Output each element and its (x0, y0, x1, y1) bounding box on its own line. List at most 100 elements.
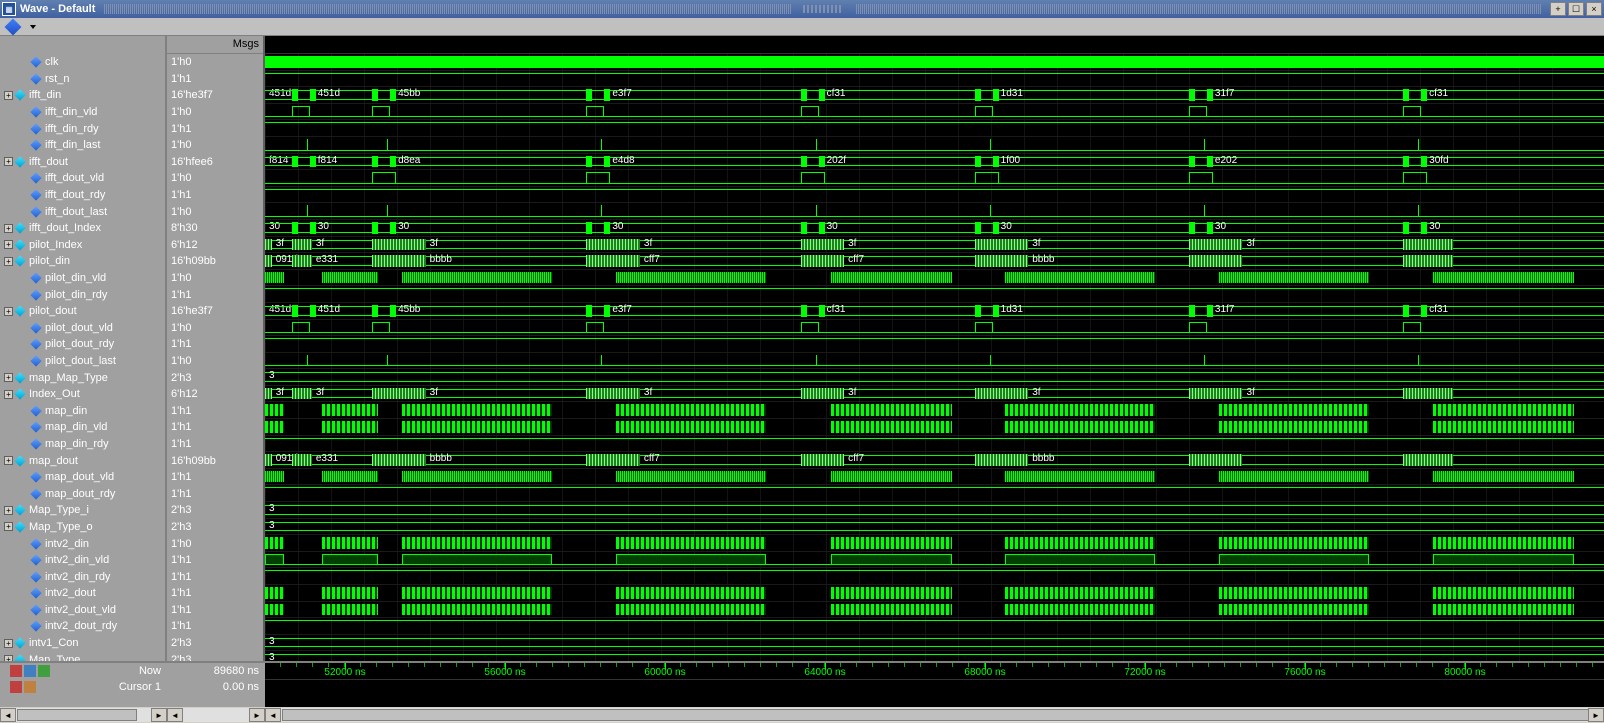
signal-scrollbar[interactable]: ◄ ► (0, 707, 167, 723)
waveform-area[interactable]: 451d451d45bbe3f7cf311d3131f7cf31 f814f814… (265, 36, 1604, 661)
cursor-icon-2[interactable] (24, 681, 36, 693)
wave-row[interactable]: 3 (265, 519, 1604, 536)
expand-icon[interactable]: + (4, 390, 13, 399)
signal-row-ifft_dout_rdy[interactable]: ifft_dout_rdy (0, 187, 165, 204)
signal-row-intv2_din[interactable]: intv2_din (0, 535, 165, 552)
wave-row[interactable] (265, 187, 1604, 204)
scroll-track[interactable] (16, 708, 151, 722)
wave-row[interactable] (265, 602, 1604, 619)
titlebar-grip[interactable] (803, 5, 843, 13)
signal-row-clk[interactable]: clk (0, 54, 165, 71)
signal-tool-icon[interactable] (4, 20, 22, 34)
signal-row-pilot_dout[interactable]: +pilot_dout (0, 303, 165, 320)
signal-row-intv2_dout_rdy[interactable]: intv2_dout_rdy (0, 618, 165, 635)
wave-row[interactable] (265, 104, 1604, 121)
expand-icon[interactable]: + (4, 506, 13, 515)
wave-row[interactable] (265, 436, 1604, 453)
expand-icon[interactable]: + (4, 522, 13, 531)
signal-row-map_dout_rdy[interactable]: map_dout_rdy (0, 485, 165, 502)
signal-row-ifft_dout_Index[interactable]: +ifft_dout_Index (0, 220, 165, 237)
cursor-track[interactable] (265, 679, 1604, 693)
expand-icon[interactable]: + (4, 91, 13, 100)
wave-row[interactable]: f814f814d8eae4d8202f1f00e20230fd (265, 154, 1604, 171)
wave-row[interactable] (265, 469, 1604, 486)
titlebar[interactable]: ▦ Wave - Default + ☐ × (0, 0, 1604, 18)
scroll-left-button[interactable]: ◄ (167, 708, 183, 722)
footer-icon-2[interactable] (24, 665, 36, 677)
expand-icon[interactable]: + (4, 373, 13, 382)
scroll-left-button[interactable]: ◄ (265, 708, 281, 722)
wave-row[interactable]: 3030303030303030 (265, 220, 1604, 237)
signal-row-pilot_Index[interactable]: +pilot_Index (0, 237, 165, 254)
help-button[interactable]: + (1550, 2, 1566, 16)
signal-row-map_din[interactable]: map_din (0, 402, 165, 419)
signal-row-intv2_din_vld[interactable]: intv2_din_vld (0, 552, 165, 569)
signal-row-Map_Type_i[interactable]: +Map_Type_i (0, 502, 165, 519)
wave-row[interactable] (265, 353, 1604, 370)
signal-row-map_din_vld[interactable]: map_din_vld (0, 419, 165, 436)
scroll-left-button[interactable]: ◄ (0, 708, 16, 722)
wave-row[interactable] (265, 71, 1604, 88)
signal-row-pilot_dout_vld[interactable]: pilot_dout_vld (0, 320, 165, 337)
signal-list[interactable]: clkrst_n+ifft_dinifft_din_vldifft_din_rd… (0, 54, 165, 661)
wave-body[interactable]: 451d451d45bbe3f7cf311d3131f7cf31 f814f814… (265, 54, 1604, 661)
footer-icon-3[interactable] (38, 665, 50, 677)
wave-row[interactable]: 3f3f3f3f3f3f3f (265, 386, 1604, 403)
maximize-button[interactable]: ☐ (1568, 2, 1584, 16)
signal-row-Index_Out[interactable]: +Index_Out (0, 386, 165, 403)
expand-icon[interactable]: + (4, 639, 13, 648)
signal-row-intv2_dout[interactable]: intv2_dout (0, 585, 165, 602)
signal-row-ifft_din[interactable]: +ifft_din (0, 87, 165, 104)
scroll-thumb[interactable] (17, 709, 137, 721)
wave-scrollbar[interactable]: ◄ ► (265, 707, 1604, 723)
signal-row-map_Map_Type[interactable]: +map_Map_Type (0, 369, 165, 386)
signal-row-ifft_din_vld[interactable]: ifft_din_vld (0, 104, 165, 121)
signal-names-panel[interactable]: clkrst_n+ifft_dinifft_din_vldifft_din_rd… (0, 36, 167, 661)
tool-dropdown[interactable] (24, 20, 42, 34)
signal-row-map_din_rdy[interactable]: map_din_rdy (0, 436, 165, 453)
signal-row-pilot_din[interactable]: +pilot_din (0, 253, 165, 270)
wave-row[interactable] (265, 54, 1604, 71)
footer-icon-1[interactable] (10, 665, 22, 677)
cursor-icon-1[interactable] (10, 681, 22, 693)
wave-row[interactable]: 3 (265, 502, 1604, 519)
msgs-panel[interactable]: Msgs 1'h01'h116'he3f71'h01'h11'h016'hfee… (167, 36, 265, 661)
signal-row-intv2_dout_vld[interactable]: intv2_dout_vld (0, 602, 165, 619)
expand-icon[interactable]: + (4, 307, 13, 316)
wave-row[interactable] (265, 585, 1604, 602)
wave-row[interactable] (265, 535, 1604, 552)
expand-icon[interactable]: + (4, 157, 13, 166)
signal-row-ifft_dout_last[interactable]: ifft_dout_last (0, 203, 165, 220)
signal-row-ifft_dout[interactable]: +ifft_dout (0, 154, 165, 171)
scroll-right-button[interactable]: ► (249, 708, 265, 722)
signal-row-pilot_dout_rdy[interactable]: pilot_dout_rdy (0, 336, 165, 353)
wave-row[interactable] (265, 485, 1604, 502)
wave-row[interactable] (265, 270, 1604, 287)
wave-row[interactable] (265, 336, 1604, 353)
signal-row-rst_n[interactable]: rst_n (0, 71, 165, 88)
wave-row[interactable] (265, 170, 1604, 187)
signal-row-ifft_din_last[interactable]: ifft_din_last (0, 137, 165, 154)
wave-row[interactable] (265, 203, 1604, 220)
scroll-right-button[interactable]: ► (1588, 708, 1604, 722)
scroll-thumb[interactable] (282, 709, 1589, 721)
wave-row[interactable] (265, 320, 1604, 337)
scroll-track[interactable] (183, 708, 249, 722)
wave-row[interactable] (265, 402, 1604, 419)
expand-icon[interactable]: + (4, 257, 13, 266)
wave-row[interactable]: 451d451d45bbe3f7cf311d3131f7cf31 (265, 303, 1604, 320)
close-button[interactable]: × (1586, 2, 1602, 16)
signal-row-intv2_din_rdy[interactable]: intv2_din_rdy (0, 568, 165, 585)
wave-row[interactable] (265, 618, 1604, 635)
wave-row[interactable]: 3 (265, 635, 1604, 652)
wave-row[interactable]: 451d451d45bbe3f7cf311d3131f7cf31 (265, 87, 1604, 104)
expand-icon[interactable]: + (4, 456, 13, 465)
wave-row[interactable] (265, 137, 1604, 154)
msgs-scrollbar[interactable]: ◄ ► (167, 707, 265, 723)
signal-row-pilot_dout_last[interactable]: pilot_dout_last (0, 353, 165, 370)
wave-row[interactable]: 3 (265, 651, 1604, 661)
signal-row-Map_Type_o[interactable]: +Map_Type_o (0, 519, 165, 536)
signal-row-Man_Type[interactable]: +Man_Type (0, 651, 165, 661)
signal-row-map_dout[interactable]: +map_dout (0, 452, 165, 469)
expand-icon[interactable]: + (4, 224, 13, 233)
